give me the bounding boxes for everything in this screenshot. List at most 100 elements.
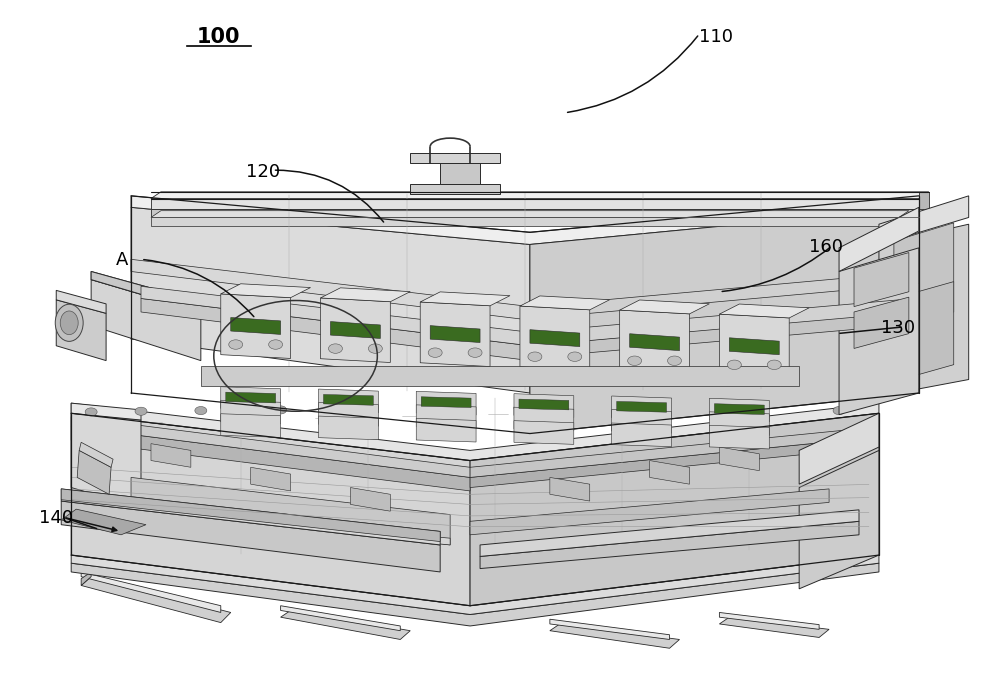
Polygon shape — [470, 414, 879, 605]
Polygon shape — [416, 418, 476, 442]
Polygon shape — [350, 487, 390, 511]
Circle shape — [275, 406, 287, 414]
Circle shape — [753, 406, 765, 414]
Circle shape — [428, 348, 442, 357]
Polygon shape — [131, 207, 530, 393]
Circle shape — [514, 404, 526, 412]
Polygon shape — [131, 259, 530, 320]
Polygon shape — [56, 290, 106, 313]
Polygon shape — [151, 210, 919, 218]
Polygon shape — [612, 423, 672, 447]
Polygon shape — [620, 300, 709, 314]
Polygon shape — [470, 437, 879, 487]
Polygon shape — [141, 298, 530, 361]
Polygon shape — [61, 489, 440, 545]
Polygon shape — [221, 414, 281, 437]
Polygon shape — [714, 403, 764, 414]
Text: 110: 110 — [699, 28, 733, 46]
Polygon shape — [77, 450, 111, 494]
Polygon shape — [201, 366, 799, 386]
Polygon shape — [131, 196, 919, 245]
Polygon shape — [470, 426, 879, 477]
Polygon shape — [231, 317, 281, 334]
Circle shape — [269, 340, 283, 349]
Polygon shape — [281, 610, 410, 639]
Polygon shape — [520, 296, 610, 310]
Polygon shape — [894, 223, 954, 329]
Polygon shape — [221, 400, 281, 424]
Polygon shape — [514, 420, 574, 444]
Polygon shape — [81, 572, 91, 586]
Polygon shape — [719, 447, 759, 471]
Polygon shape — [530, 271, 919, 319]
Polygon shape — [56, 300, 106, 361]
Polygon shape — [480, 510, 859, 557]
Polygon shape — [151, 211, 909, 218]
Polygon shape — [251, 467, 291, 491]
Polygon shape — [879, 196, 969, 245]
Polygon shape — [61, 501, 440, 572]
Polygon shape — [71, 426, 470, 491]
Polygon shape — [131, 477, 450, 545]
Polygon shape — [719, 304, 809, 318]
Polygon shape — [81, 572, 221, 612]
Polygon shape — [91, 271, 201, 312]
Polygon shape — [323, 395, 373, 405]
Text: 140: 140 — [39, 509, 73, 527]
Text: 120: 120 — [246, 163, 280, 182]
Polygon shape — [141, 286, 530, 346]
Polygon shape — [709, 398, 769, 422]
Polygon shape — [854, 253, 909, 306]
Circle shape — [85, 408, 97, 416]
Polygon shape — [430, 325, 480, 342]
Polygon shape — [514, 407, 574, 431]
Polygon shape — [719, 612, 819, 629]
Polygon shape — [839, 207, 919, 271]
Circle shape — [528, 352, 542, 361]
Ellipse shape — [60, 311, 78, 335]
Polygon shape — [61, 509, 146, 535]
Polygon shape — [620, 310, 689, 375]
Polygon shape — [530, 330, 580, 346]
Circle shape — [568, 352, 582, 361]
Polygon shape — [79, 442, 113, 467]
Polygon shape — [519, 399, 569, 410]
Polygon shape — [719, 314, 789, 379]
Polygon shape — [226, 392, 276, 403]
Circle shape — [594, 405, 606, 413]
Polygon shape — [319, 389, 378, 413]
Polygon shape — [550, 477, 590, 501]
Polygon shape — [330, 321, 380, 338]
Polygon shape — [630, 334, 679, 351]
Polygon shape — [854, 297, 909, 348]
Polygon shape — [410, 153, 500, 163]
Circle shape — [628, 356, 642, 365]
Polygon shape — [530, 312, 899, 358]
Polygon shape — [799, 414, 879, 484]
Polygon shape — [919, 192, 929, 210]
Polygon shape — [410, 184, 500, 194]
Circle shape — [354, 405, 366, 414]
Circle shape — [195, 407, 207, 415]
Polygon shape — [514, 394, 574, 418]
Circle shape — [674, 405, 685, 414]
Circle shape — [468, 348, 482, 357]
Polygon shape — [320, 288, 410, 302]
Polygon shape — [420, 292, 510, 306]
Polygon shape — [71, 555, 879, 614]
Polygon shape — [520, 306, 590, 371]
Polygon shape — [91, 279, 201, 361]
Polygon shape — [151, 199, 919, 210]
Polygon shape — [650, 460, 689, 484]
Polygon shape — [550, 619, 670, 639]
Circle shape — [328, 344, 342, 353]
Polygon shape — [420, 302, 490, 367]
Ellipse shape — [55, 304, 83, 341]
Polygon shape — [470, 489, 829, 535]
Polygon shape — [421, 397, 471, 407]
Polygon shape — [221, 294, 291, 359]
Polygon shape — [81, 577, 231, 622]
Polygon shape — [719, 617, 829, 637]
Circle shape — [229, 340, 243, 349]
Text: 100: 100 — [197, 27, 241, 47]
